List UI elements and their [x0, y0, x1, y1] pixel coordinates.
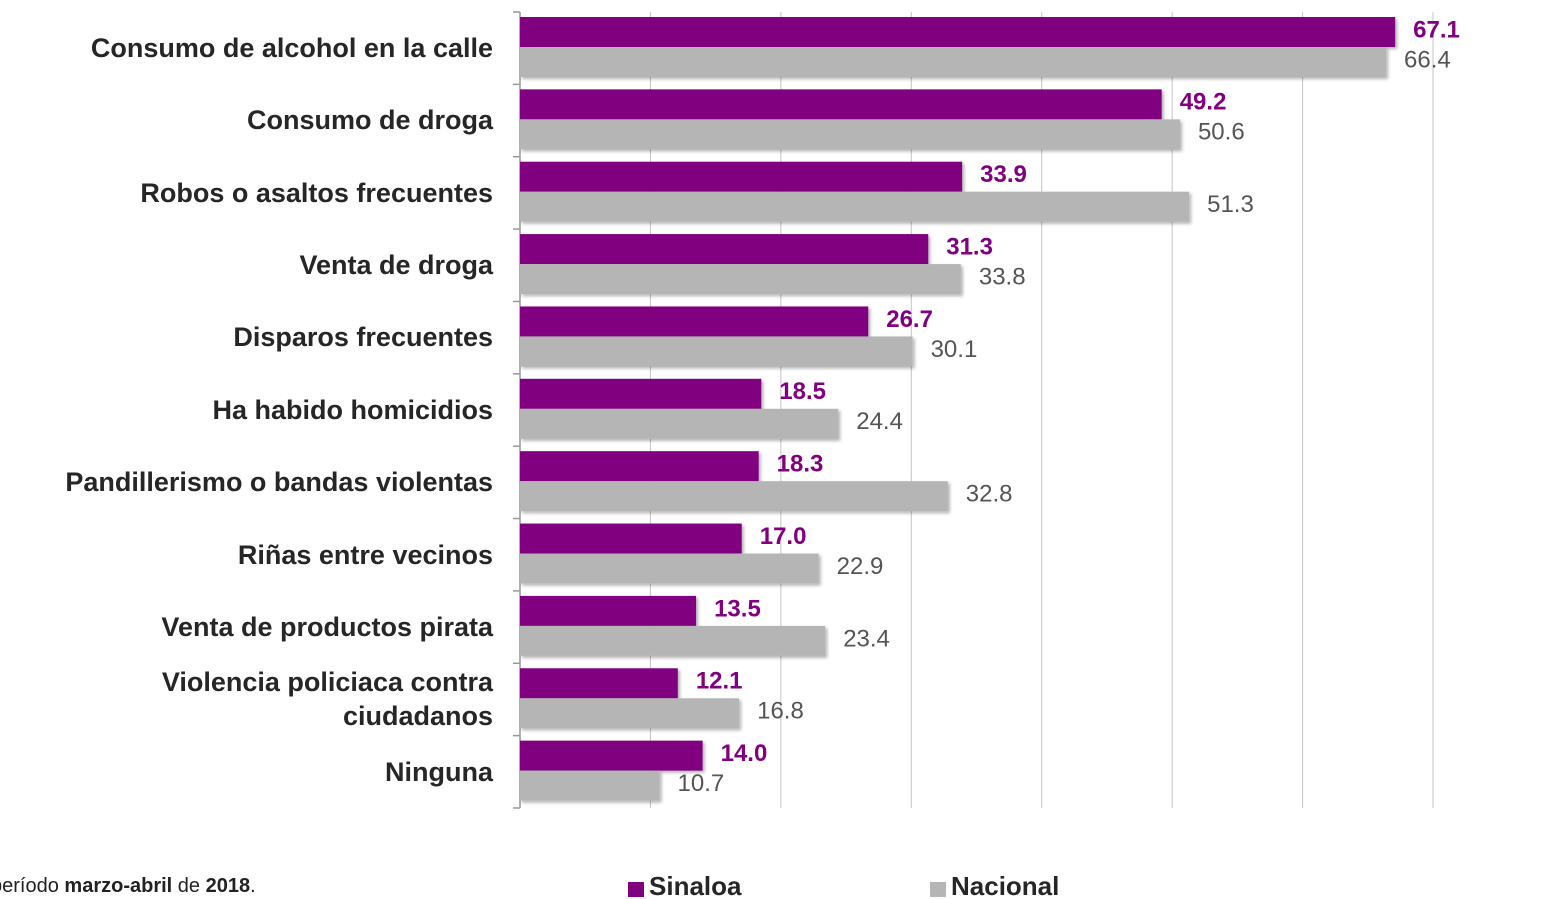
value-label: 66.4 [1404, 46, 1451, 73]
value-label: 31.3 [946, 233, 993, 260]
bar [520, 89, 1162, 120]
bar [520, 234, 929, 265]
value-label: 33.9 [980, 161, 1027, 188]
bar [520, 481, 948, 512]
value-label: 10.7 [678, 770, 725, 797]
footnote-text: . [250, 875, 256, 897]
value-label: 33.8 [979, 263, 1026, 290]
value-label: 23.4 [843, 625, 890, 652]
footnote: período marzo-abril de 2018. [0, 875, 256, 898]
footnote-text: marzo-abril [64, 875, 173, 897]
value-label: 32.8 [966, 481, 1013, 508]
bar [520, 264, 961, 295]
category-label: Venta de droga [299, 250, 493, 281]
value-label: 13.5 [714, 595, 761, 622]
bar [520, 161, 963, 192]
bar [520, 306, 869, 337]
bar [520, 408, 839, 439]
legend-swatch [930, 882, 946, 897]
bar [520, 770, 660, 801]
legend-label: Nacional [951, 871, 1059, 899]
bar [520, 740, 703, 771]
category-label: Disparos frecuentes [233, 322, 493, 353]
bar [520, 191, 1190, 222]
value-label: 50.6 [1198, 119, 1245, 146]
legend-label: Sinaloa [649, 871, 742, 899]
bar [520, 595, 697, 626]
value-label: 24.4 [856, 408, 903, 435]
value-label: 18.5 [779, 378, 826, 405]
bar [520, 47, 1387, 77]
bar [520, 336, 913, 367]
category-label: Robos o asaltos frecuentes [140, 177, 493, 208]
category-label: Pandillerismo o bandas violentas [65, 467, 493, 498]
bar [520, 378, 762, 409]
bar [520, 523, 742, 554]
value-label: 12.1 [696, 668, 743, 695]
value-label: 30.1 [931, 336, 978, 363]
bar [520, 698, 740, 729]
footnote-text: de [177, 875, 201, 897]
bar [520, 668, 678, 699]
value-label: 14.0 [721, 740, 768, 767]
legend-swatch [628, 882, 644, 897]
category-label: Venta de productos pirata [161, 611, 493, 642]
bar [520, 451, 759, 482]
footnote-text: período [0, 875, 59, 897]
category-label: Riñas entre vecinos [237, 539, 493, 570]
category-label: Ha habido homicidios [212, 394, 493, 425]
value-label: 67.1 [1413, 16, 1460, 43]
footnote-text: 2018 [205, 875, 251, 897]
value-label: 49.2 [1180, 89, 1227, 116]
value-label: 18.3 [777, 451, 824, 478]
bar [520, 17, 1396, 47]
bar [520, 625, 826, 656]
bar [520, 553, 819, 584]
category-label: Violencia policiaca contra ciudadanos [161, 667, 493, 732]
category-label: Consumo de droga [246, 105, 493, 136]
category-label: Ninguna [385, 756, 493, 787]
value-label: 22.9 [837, 553, 884, 580]
value-label: 16.8 [757, 698, 804, 725]
bar [520, 119, 1180, 150]
value-label: 26.7 [886, 306, 933, 333]
value-label: 17.0 [760, 523, 807, 550]
value-label: 51.3 [1207, 191, 1254, 218]
category-label: Consumo de alcohol en la calle [90, 33, 493, 63]
